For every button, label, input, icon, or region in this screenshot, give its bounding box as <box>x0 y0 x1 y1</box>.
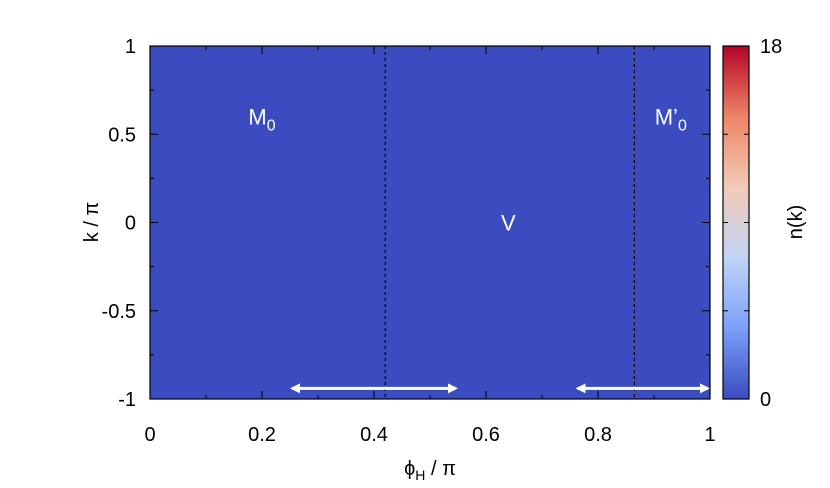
region-label-base: V <box>501 211 516 236</box>
heatmap-intensity-layer <box>156 96 698 349</box>
region-label-1: M0 <box>248 105 275 135</box>
region-label-base: M’ <box>655 105 678 130</box>
region-label-2: V <box>501 211 516 236</box>
region-label-sub: 0 <box>678 118 687 135</box>
y-axis-title: k / π <box>81 202 103 242</box>
colorbar-tick-label: 0 <box>760 389 771 411</box>
x-axis-title: ϕH / π <box>404 458 456 483</box>
x-tick-label: 0.6 <box>472 424 500 446</box>
x-axis-title-rest: / π <box>425 458 455 480</box>
x-axis: 0 0.2 0.4 0.6 0.8 1 <box>144 46 716 446</box>
colorbar-ticks: 18 0 <box>723 36 782 411</box>
x-tick-label: 0.4 <box>360 424 388 446</box>
region-label-sub: 0 <box>267 118 276 135</box>
region-label-base: M <box>248 105 266 130</box>
colorbar-label: n(k) <box>785 205 807 239</box>
x-tick-label: 0.8 <box>584 424 612 446</box>
y-tick-label: -1 <box>118 389 136 411</box>
colorbar-tick-label: 18 <box>760 36 782 58</box>
x-axis-title-base: ϕ <box>404 458 415 480</box>
colorbar: 18 0 n(k) <box>722 36 807 411</box>
region-label-3: M’0 <box>655 105 687 135</box>
x-axis-title-sub: H <box>415 467 425 483</box>
y-tick-label: 0.5 <box>108 124 136 146</box>
x-tick-label: 1 <box>704 424 715 446</box>
y-tick-label: 1 <box>125 36 136 58</box>
y-tick-label: 0 <box>125 213 136 235</box>
x-tick-label: 0 <box>144 424 155 446</box>
x-tick-label: 0.2 <box>248 424 276 446</box>
phase-boundaries <box>384 46 636 399</box>
y-axis: 1 0.5 0 -0.5 -1 <box>102 36 710 411</box>
y-tick-label: -0.5 <box>102 301 136 323</box>
